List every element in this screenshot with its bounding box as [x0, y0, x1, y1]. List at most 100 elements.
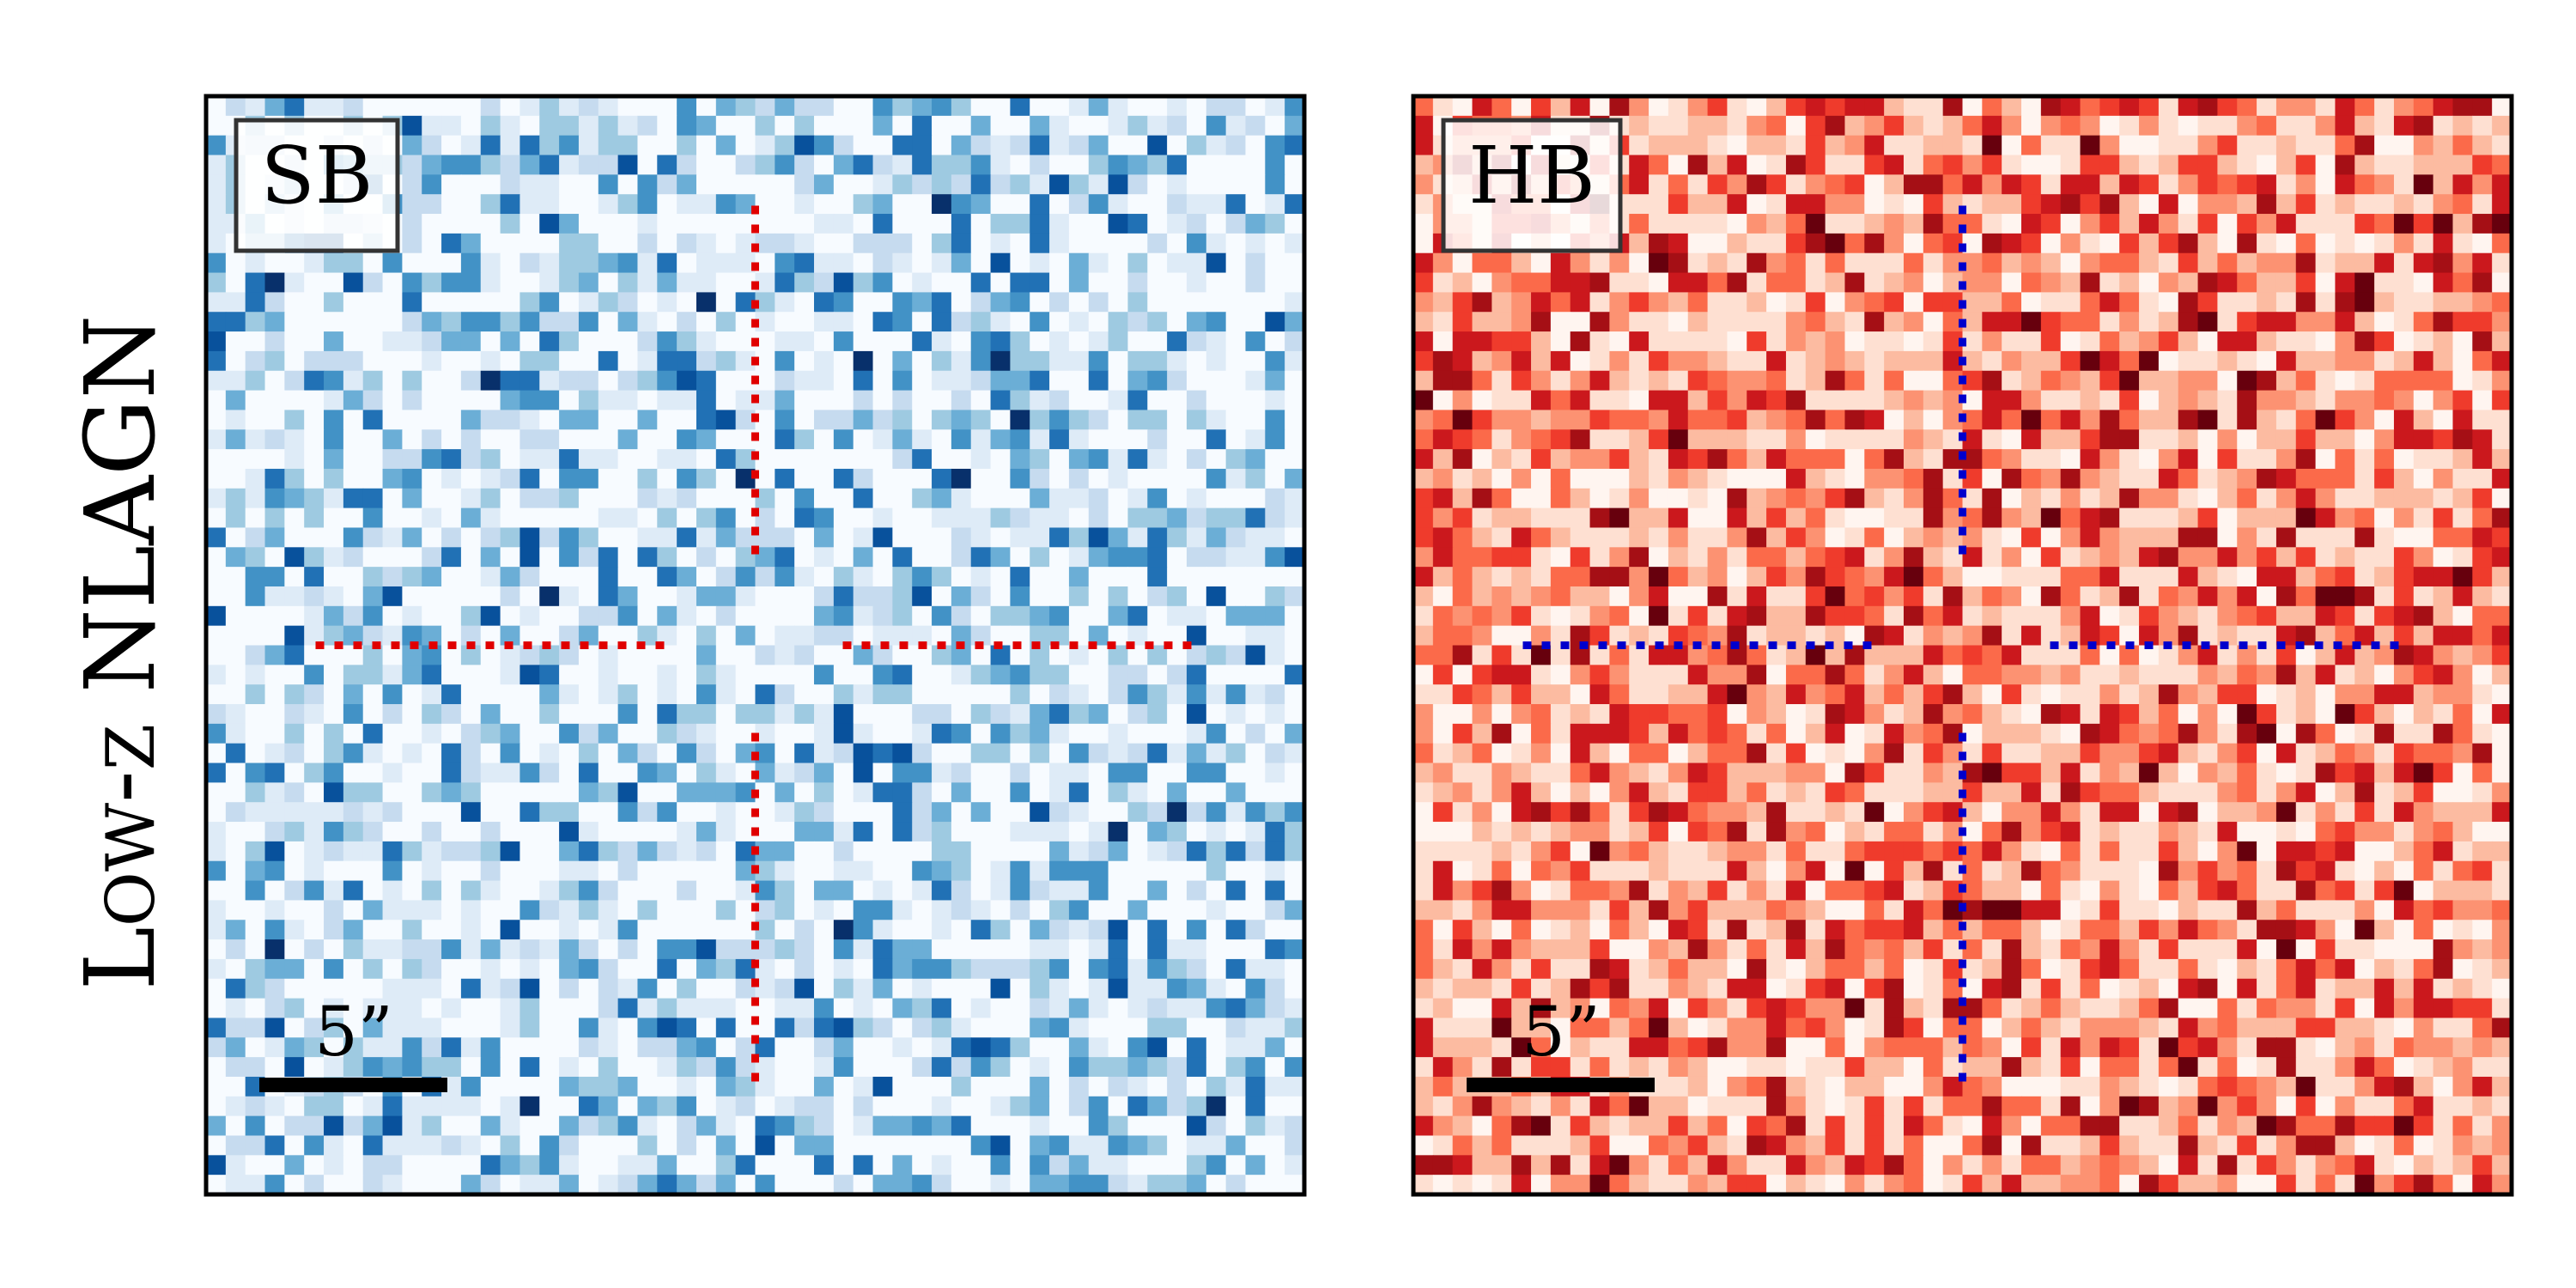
pixel [951, 841, 972, 862]
pixel [519, 665, 540, 685]
pixel [1766, 527, 1787, 548]
pixel [2413, 488, 2434, 509]
pixel [343, 567, 364, 587]
pixel [519, 449, 540, 470]
pixel [519, 762, 540, 783]
pixel [1432, 96, 1454, 117]
pixel [735, 1018, 756, 1038]
pixel [1903, 547, 1924, 568]
pixel [559, 1175, 580, 1195]
pixel [696, 645, 717, 665]
pixel [2413, 684, 2434, 705]
pixel [402, 920, 422, 940]
pixel [755, 272, 775, 293]
pixel [362, 704, 384, 725]
pixel [1687, 272, 1709, 293]
pixel [970, 645, 992, 665]
pixel [1903, 252, 1924, 274]
pixel [441, 488, 462, 509]
pixel [539, 272, 560, 293]
pixel [382, 880, 403, 902]
pixel [1265, 155, 1285, 175]
pixel [402, 252, 422, 274]
pixel [715, 704, 737, 725]
pixel [284, 1096, 305, 1117]
pixel [304, 1037, 325, 1058]
pixel [598, 272, 619, 293]
pixel [1285, 782, 1305, 803]
pixel [460, 841, 482, 862]
pixel [2472, 312, 2493, 332]
pixel [1570, 567, 1591, 587]
pixel [1785, 331, 1807, 352]
pixel [2060, 115, 2081, 137]
pixel [2275, 390, 2297, 411]
pixel [2040, 625, 2062, 647]
pixel [1903, 410, 1924, 430]
pixel [912, 1076, 933, 1097]
pixel [1285, 978, 1305, 999]
pixel [2139, 488, 2160, 509]
pixel [2040, 390, 2062, 411]
pixel [1030, 488, 1050, 509]
pixel [1492, 527, 1512, 548]
pixel [833, 507, 854, 529]
pixel [1825, 331, 1846, 352]
pixel [2433, 586, 2454, 607]
pixel [617, 115, 639, 137]
pixel [2472, 292, 2493, 313]
pixel [2315, 723, 2336, 744]
pixel [677, 939, 697, 960]
pixel [206, 645, 227, 665]
pixel [559, 1037, 580, 1058]
pixel [225, 958, 246, 980]
pixel [2295, 350, 2317, 372]
pixel [2080, 272, 2100, 293]
pixel [225, 1037, 246, 1058]
pixel [2295, 272, 2317, 293]
pixel [1531, 410, 1552, 430]
pixel [1030, 939, 1050, 960]
pixel [1225, 1096, 1247, 1117]
pixel [245, 1135, 266, 1156]
pixel [2393, 252, 2415, 274]
pixel [441, 900, 462, 920]
pixel [539, 547, 560, 568]
pixel [245, 958, 266, 980]
pixel [2040, 214, 2062, 234]
pixel [1766, 174, 1787, 195]
pixel [343, 507, 364, 529]
pixel [951, 958, 972, 980]
pixel [2139, 292, 2160, 313]
pixel [225, 704, 246, 725]
pixel [284, 468, 305, 489]
pixel [715, 390, 737, 411]
pixel [951, 135, 972, 156]
pixel [519, 684, 540, 705]
pixel [1088, 665, 1109, 685]
pixel [2139, 567, 2160, 587]
pixel [2139, 233, 2160, 254]
pixel [2158, 527, 2179, 548]
pixel [2002, 233, 2022, 254]
pixel [1942, 527, 1964, 548]
pixel [382, 645, 403, 665]
pixel [814, 704, 835, 725]
pixel [833, 1037, 854, 1058]
pixel [343, 998, 364, 1019]
pixel [264, 860, 285, 882]
pixel [2158, 194, 2179, 215]
pixel [951, 743, 972, 764]
pixel [1570, 645, 1591, 665]
pixel [2178, 468, 2199, 489]
pixel [1531, 272, 1552, 293]
pixel [2021, 194, 2042, 215]
pixel [362, 978, 384, 999]
pixel [1245, 743, 1266, 764]
pixel [1245, 880, 1266, 902]
pixel [990, 822, 1012, 842]
pixel [1285, 1115, 1305, 1137]
pixel [677, 527, 697, 548]
pixel [1265, 488, 1285, 509]
pixel [814, 880, 835, 902]
